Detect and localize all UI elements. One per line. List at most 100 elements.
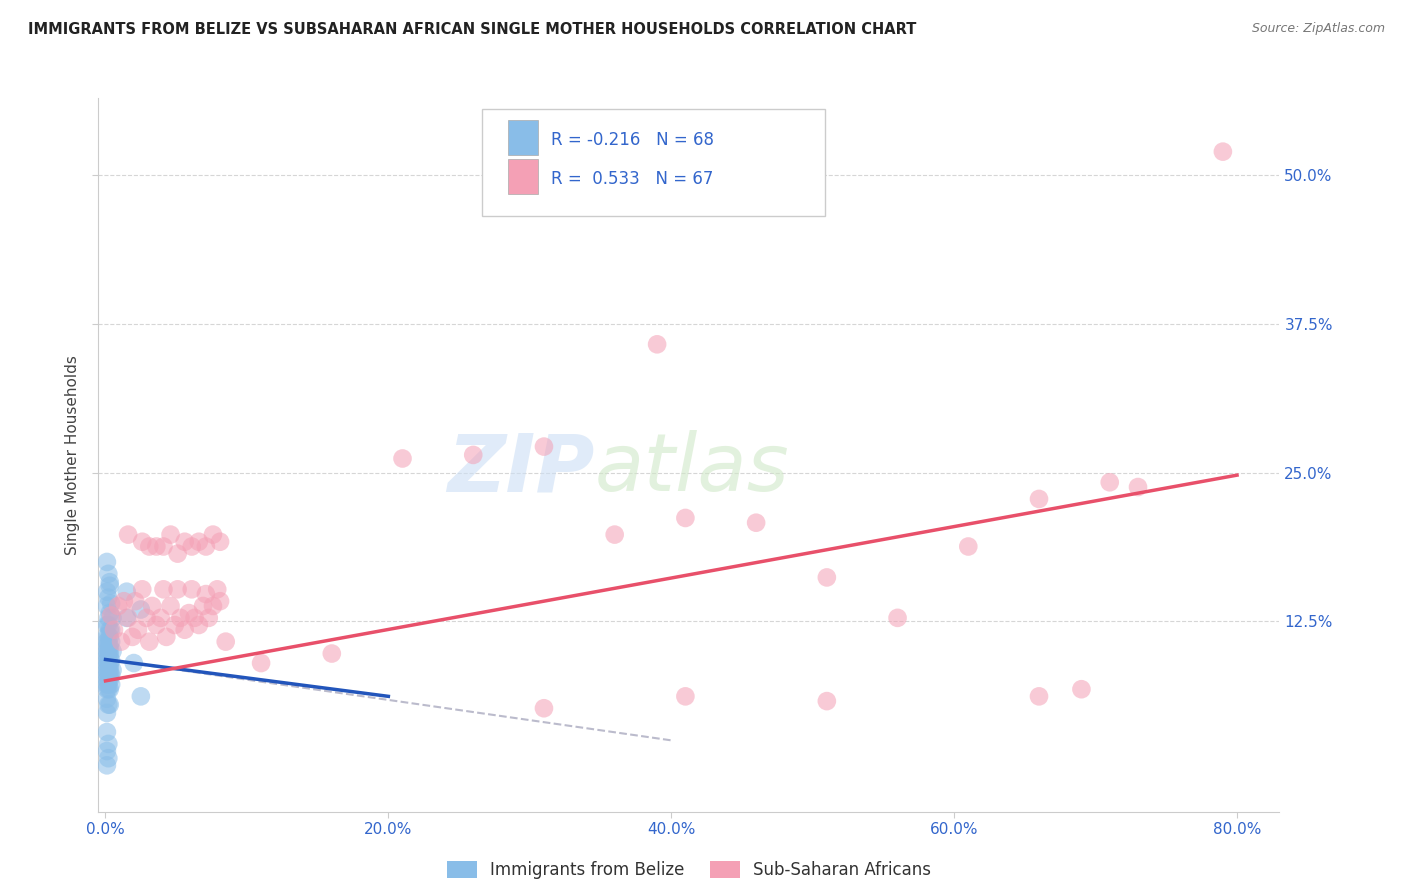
Point: [166, 582, 188, 597]
Point: [127, 623, 149, 637]
Point: [103, 623, 125, 637]
Point: [97, 751, 120, 765]
Y-axis label: Single Mother Households: Single Mother Households: [65, 355, 80, 555]
Point: [138, 540, 160, 554]
Point: [117, 527, 139, 541]
Point: [98, 658, 121, 673]
Point: [673, 690, 696, 704]
Point: [187, 534, 209, 549]
Point: [159, 527, 181, 541]
Point: [98, 698, 121, 712]
Point: [96, 584, 118, 599]
Point: [97, 629, 120, 643]
Point: [152, 540, 174, 554]
Point: [1126, 480, 1149, 494]
Point: [391, 451, 413, 466]
Point: [96, 677, 118, 691]
Point: [107, 599, 129, 613]
Point: [112, 594, 135, 608]
Point: [180, 582, 202, 597]
Text: Source: ZipAtlas.com: Source: ZipAtlas.com: [1251, 22, 1385, 36]
Text: atlas: atlas: [595, 430, 789, 508]
Legend: Immigrants from Belize, Sub-Saharan Africans: Immigrants from Belize, Sub-Saharan Afri…: [440, 854, 938, 886]
Point: [1070, 682, 1092, 697]
Point: [463, 448, 485, 462]
Point: [97, 611, 120, 625]
Point: [98, 579, 121, 593]
Point: [183, 611, 205, 625]
Point: [209, 594, 232, 608]
Point: [1212, 145, 1234, 159]
FancyBboxPatch shape: [508, 120, 537, 155]
Point: [159, 599, 181, 613]
Point: [886, 611, 908, 625]
Point: [177, 606, 200, 620]
Point: [98, 623, 121, 637]
Point: [97, 644, 120, 658]
Point: [98, 668, 121, 682]
Point: [96, 744, 118, 758]
Point: [97, 737, 120, 751]
Point: [96, 668, 118, 682]
Point: [135, 611, 157, 625]
Point: [129, 602, 152, 616]
Point: [97, 698, 120, 712]
Point: [209, 534, 232, 549]
Point: [101, 663, 124, 677]
Point: [98, 640, 121, 654]
Point: [97, 591, 120, 605]
Point: [96, 634, 118, 648]
Point: [155, 630, 177, 644]
Point: [97, 668, 120, 682]
Point: [96, 658, 118, 673]
Text: R = -0.216   N = 68: R = -0.216 N = 68: [551, 130, 714, 148]
Point: [98, 606, 121, 620]
Point: [673, 511, 696, 525]
Point: [98, 648, 121, 663]
Point: [115, 611, 138, 625]
Point: [97, 677, 120, 691]
Point: [96, 663, 118, 677]
Point: [533, 701, 555, 715]
Point: [957, 540, 980, 554]
Point: [166, 547, 188, 561]
Point: [101, 611, 124, 625]
Point: [100, 608, 122, 623]
Point: [97, 618, 120, 632]
Point: [215, 634, 238, 648]
Point: [100, 677, 122, 691]
Point: [131, 534, 153, 549]
Point: [603, 527, 626, 541]
Text: R =  0.533   N = 67: R = 0.533 N = 67: [551, 169, 713, 187]
Point: [96, 725, 118, 739]
Point: [194, 587, 217, 601]
Point: [645, 337, 668, 351]
Point: [96, 654, 118, 668]
Point: [110, 634, 132, 648]
Point: [96, 706, 118, 720]
Point: [96, 691, 118, 706]
Point: [201, 527, 224, 541]
Point: [1028, 491, 1050, 506]
Point: [131, 582, 153, 597]
Point: [180, 540, 202, 554]
Point: [96, 599, 118, 613]
Point: [815, 570, 838, 584]
Point: [250, 656, 273, 670]
Point: [98, 575, 121, 590]
Point: [197, 611, 219, 625]
Point: [96, 640, 118, 654]
Point: [169, 611, 191, 625]
Point: [115, 584, 138, 599]
Point: [533, 440, 555, 454]
Point: [149, 611, 172, 625]
Point: [100, 623, 122, 637]
Text: IMMIGRANTS FROM BELIZE VS SUBSAHARAN AFRICAN SINGLE MOTHER HOUSEHOLDS CORRELATIO: IMMIGRANTS FROM BELIZE VS SUBSAHARAN AFR…: [28, 22, 917, 37]
Point: [100, 668, 122, 682]
Point: [97, 673, 120, 687]
Point: [815, 694, 838, 708]
Point: [96, 644, 118, 658]
Point: [201, 599, 224, 613]
Point: [129, 690, 152, 704]
Text: ZIP: ZIP: [447, 430, 595, 508]
